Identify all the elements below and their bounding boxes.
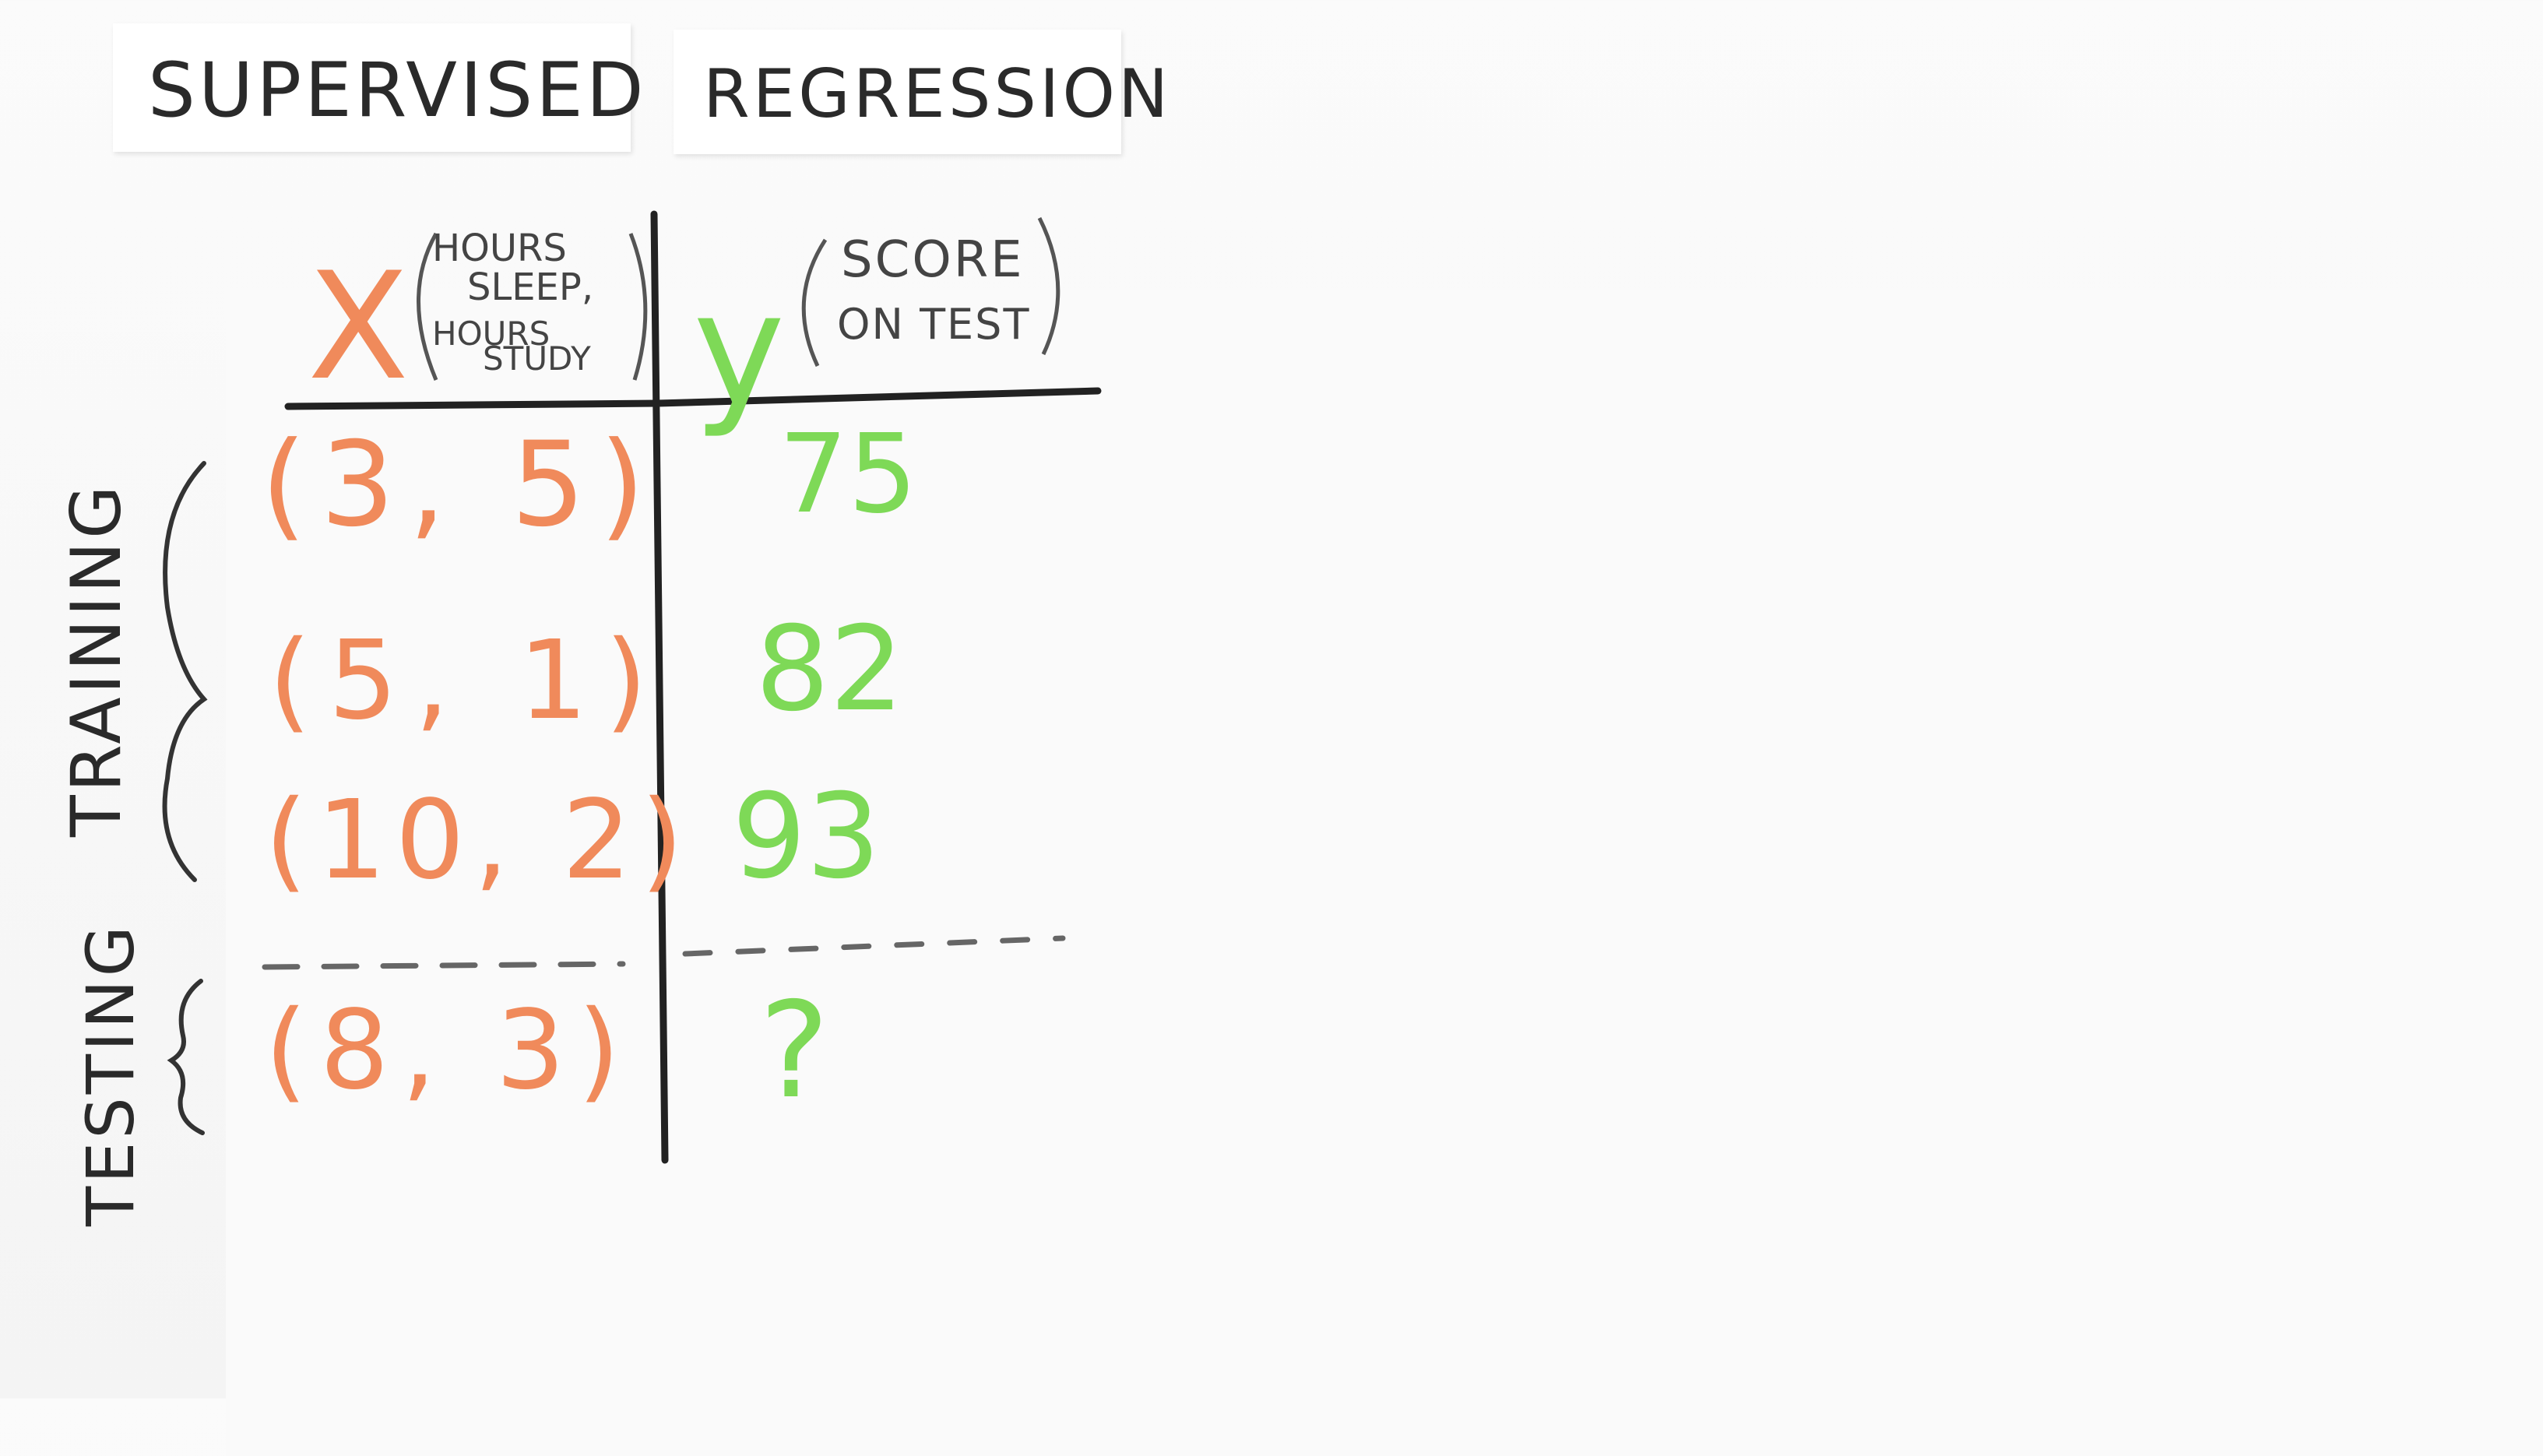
supervised-card: SUPERVISED xyxy=(113,23,644,152)
y-desc-line2: ON TEST xyxy=(837,300,1031,349)
y-desc-line1: SCORE xyxy=(841,231,1025,289)
row-4-x: (8, 3) xyxy=(265,987,633,1114)
x-desc-line3: HOURS xyxy=(432,315,550,353)
regression-label: REGRESSION xyxy=(703,55,1172,133)
x-desc-line2: SLEEP, xyxy=(467,266,594,309)
testing-label: TESTING xyxy=(72,923,149,1226)
supervised-label: SUPERVISED xyxy=(148,47,647,134)
y-desc-close-paren xyxy=(1037,216,1060,356)
testing-brace xyxy=(167,979,205,1135)
training-label: TRAINING xyxy=(56,482,136,837)
row-4-y: ? xyxy=(759,974,830,1128)
column-divider-line xyxy=(650,210,669,1164)
x-desc-line4: STUDY xyxy=(483,339,591,378)
table-lines xyxy=(162,210,1102,1164)
y-desc-open-paren xyxy=(801,238,828,368)
y-symbol: y xyxy=(693,259,786,441)
regression-card: REGRESSION xyxy=(674,30,1168,154)
x-symbol: X xyxy=(308,241,410,413)
whiteboard-sheet xyxy=(226,288,2543,1456)
row-1-y: 75 xyxy=(779,411,918,538)
row-2-y: 82 xyxy=(755,602,904,737)
split-line-right xyxy=(682,935,1066,957)
x-desc-close-paren xyxy=(628,233,648,381)
split-line-left xyxy=(262,961,626,970)
training-brace xyxy=(162,461,208,882)
x-desc-line1: HOURS xyxy=(432,227,567,270)
row-3-x: (10, 2) xyxy=(265,777,693,904)
row-2-x: (5, 1) xyxy=(269,617,665,744)
header-underline xyxy=(284,387,1102,410)
x-desc-open-paren xyxy=(417,232,438,381)
row-3-y: 93 xyxy=(732,769,881,905)
row-1-x: (3, 5) xyxy=(261,417,659,553)
